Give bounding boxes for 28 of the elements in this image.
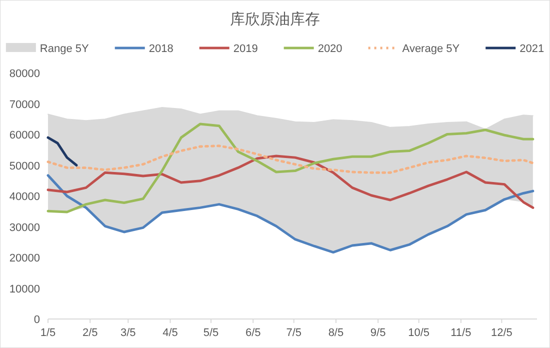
chart-title: 库欣原油库存 [230,11,320,28]
legend-label: 2021 [520,43,544,55]
legend-label: 2018 [148,43,174,55]
x-tick-label: 8/5 [328,327,344,339]
y-tick-label: 20000 [9,252,40,264]
x-tick-label: 1/5 [40,327,56,339]
x-tick-label: 2/5 [82,327,98,339]
y-tick-label: 60000 [9,130,40,142]
legend-label: 2020 [318,43,342,55]
y-tick-label: 0 [34,314,40,326]
legend-label: 2019 [233,43,258,55]
x-tick-label: 12/5 [490,327,512,339]
y-tick-label: 70000 [9,98,40,111]
x-tick-label: 5/5 [203,327,219,339]
legend-label: Range 5Y [40,43,90,55]
x-tick-label: 10/5 [408,327,430,339]
x-tick-label: 4/5 [162,327,178,339]
y-tick-label: 40000 [9,191,40,203]
x-tick-label: 3/5 [120,327,136,339]
y-tick-label: 30000 [9,222,40,234]
y-tick-label: 50000 [9,160,40,172]
x-tick-label: 11/5 [450,327,472,339]
x-tick-label: 9/5 [370,327,386,339]
x-tick-label: 7/5 [286,327,302,339]
legend-label: Average 5Y [402,43,460,55]
x-tick-label: 6/5 [245,327,261,339]
y-tick-label: 80000 [9,68,40,80]
y-tick-label: 10000 [9,283,40,296]
